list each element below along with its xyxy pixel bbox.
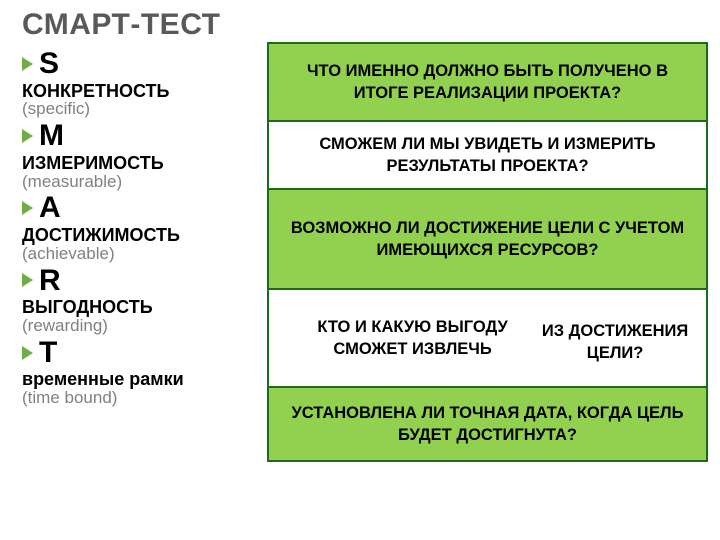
smart-item: S КОНКРЕТНОСТЬ(specific) [22,48,267,118]
smart-letter-row: A [22,192,267,224]
smart-letter: A [39,192,61,224]
question-cell: ЧТО ИМЕННО ДОЛЖНО БЫТЬ ПОЛУЧЕНО В ИТОГЕ … [269,44,706,122]
question-cell: УСТАНОВЛЕНА ЛИ ТОЧНАЯ ДАТА, КОГДА ЦЕЛЬ Б… [269,388,706,460]
smart-ru-label: ИЗМЕРИМОСТЬ [22,154,267,173]
smart-item: M ИЗМЕРИМОСТЬ(measurable) [22,120,267,190]
smart-en-label: (achievable) [22,245,267,263]
question-line: ИЗ ДОСТИЖЕНИЯ ЦЕЛИ? [540,320,690,365]
smart-letter-row: S [22,48,267,80]
smart-letter: M [39,120,64,152]
question-cell: СМОЖЕМ ЛИ МЫ УВИДЕТЬ И ИЗМЕРИТЬ РЕЗУЛЬТА… [269,122,706,190]
smart-en-label: (time bound) [22,389,267,407]
bullet-icon [22,346,33,360]
smart-ru-label: временные рамки [22,370,267,389]
smart-en-label: (specific) [22,100,267,118]
question-cell: КТО И КАКУЮ ВЫГОДУ СМОЖЕТ ИЗВЛЕЧЬИЗ ДОСТ… [269,290,706,388]
smart-list: S КОНКРЕТНОСТЬ(specific) M ИЗМЕРИМОСТЬ(meas… [22,48,267,462]
smart-en-label: (measurable) [22,173,267,191]
smart-item: RВЫГОДНОСТЬ(rewarding) [22,265,267,335]
bullet-icon [22,129,33,143]
smart-ru-label: КОНКРЕТНОСТЬ [22,82,267,101]
content-area: S КОНКРЕТНОСТЬ(specific) M ИЗМЕРИМОСТЬ(meas… [0,48,720,462]
question-cell: ВОЗМОЖНО ЛИ ДОСТИЖЕНИЕ ЦЕЛИ С УЧЕТОМ ИМЕ… [269,190,706,290]
smart-letter: S [39,48,59,80]
smart-en-label: (rewarding) [22,317,267,335]
smart-letter-row: M [22,120,267,152]
page-title: СМАРТ-ТЕСТ [0,0,720,48]
smart-letter: T [39,337,57,369]
bullet-icon [22,57,33,71]
smart-letter-row: R [22,265,267,297]
bullet-icon [22,273,33,287]
questions-table: ЧТО ИМЕННО ДОЛЖНО БЫТЬ ПОЛУЧЕНО В ИТОГЕ … [267,42,708,462]
smart-letter-row: T [22,337,267,369]
smart-ru-label: ДОСТИЖИМОСТЬ [22,226,267,245]
smart-letter: R [39,265,61,297]
smart-item: Tвременные рамки(time bound) [22,337,267,407]
smart-ru-label: ВЫГОДНОСТЬ [22,298,267,317]
smart-item: A ДОСТИЖИМОСТЬ(achievable) [22,192,267,262]
bullet-icon [22,201,33,215]
question-line: КТО И КАКУЮ ВЫГОДУ СМОЖЕТ ИЗВЛЕЧЬ [285,316,540,361]
